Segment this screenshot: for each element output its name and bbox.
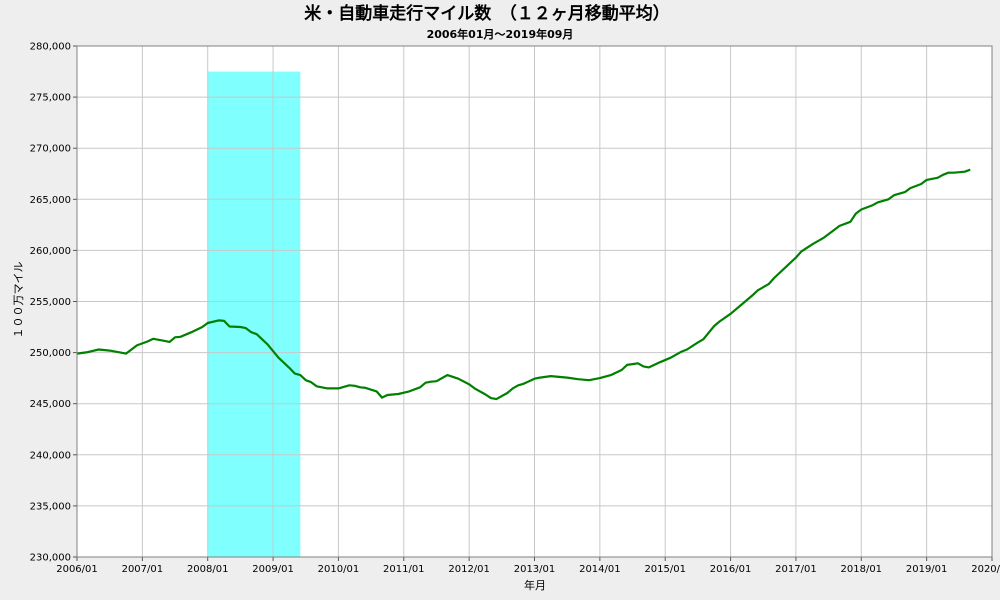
shaded-band-layer bbox=[207, 71, 301, 558]
x-tick-label: 2011/01 bbox=[383, 564, 425, 575]
recession-band bbox=[207, 71, 301, 558]
y-tick-label: 265,000 bbox=[30, 195, 71, 206]
x-axis-title: 年月 bbox=[524, 578, 546, 592]
plot-border bbox=[76, 45, 993, 558]
x-tick-label: 2018/01 bbox=[841, 564, 883, 575]
y-tick-label: 280,000 bbox=[30, 42, 71, 53]
series-line bbox=[76, 168, 971, 401]
y-tick-label: 255,000 bbox=[30, 297, 71, 308]
x-tick-label: 2009/01 bbox=[252, 564, 294, 575]
y-tick-label: 245,000 bbox=[30, 399, 71, 410]
y-tick-label: 260,000 bbox=[30, 246, 71, 257]
series-layer bbox=[76, 168, 971, 401]
x-tick-label: 2015/01 bbox=[644, 564, 686, 575]
x-tick-label: 2014/01 bbox=[579, 564, 621, 575]
y-tick-label: 240,000 bbox=[30, 450, 71, 461]
y-tick-label: 230,000 bbox=[30, 553, 71, 564]
y-tick-label: 235,000 bbox=[30, 501, 71, 512]
y-tick-label: 270,000 bbox=[30, 144, 71, 155]
chart-subtitle: 2006年01月～2019年09月 bbox=[427, 27, 574, 41]
x-tick-label: 2008/01 bbox=[187, 564, 229, 575]
x-tick-label: 2019/01 bbox=[906, 564, 948, 575]
x-tick-label: 2016/01 bbox=[710, 564, 752, 575]
x-tick-label: 2013/01 bbox=[514, 564, 556, 575]
x-tick-label: 2020/01 bbox=[971, 564, 1000, 575]
y-axis-title: １００万マイル bbox=[12, 262, 25, 339]
x-tick-label: 2012/01 bbox=[448, 564, 490, 575]
x-tick-label: 2006/01 bbox=[56, 564, 98, 575]
x-tick-label: 2010/01 bbox=[318, 564, 360, 575]
chart-title: 米・自動車走行マイル数 （１２ヶ月移動平均） bbox=[304, 3, 670, 24]
y-tick-label: 250,000 bbox=[30, 348, 71, 359]
y-tick-label: 275,000 bbox=[30, 93, 71, 104]
axis-layer: 230,000 235,000 240,000 245,000 250,000 255,0… bbox=[30, 42, 1000, 576]
x-tick-label: 2017/01 bbox=[775, 564, 817, 575]
x-tick-label: 2007/01 bbox=[122, 564, 164, 575]
